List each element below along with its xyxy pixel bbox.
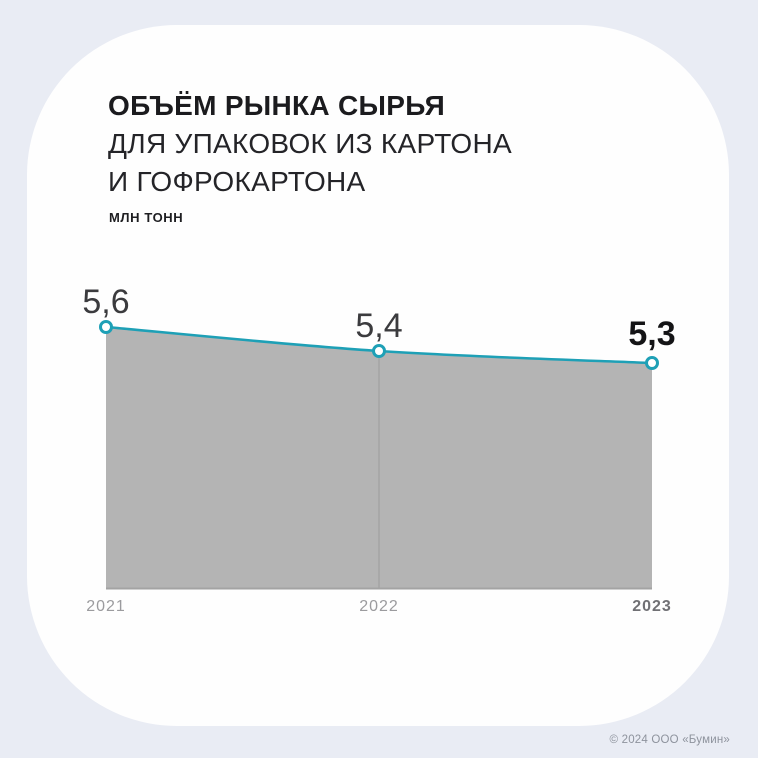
data-point-marker [99, 320, 113, 334]
copyright-notice: © 2024 ООО «Бумин» [609, 734, 730, 746]
data-point-marker [645, 356, 659, 370]
chart-title: ОБЪЁМ РЫНКА СЫРЬЯ ДЛЯ УПАКОВОК ИЗ КАРТОН… [108, 87, 512, 201]
value-label-2021: 5,6 [82, 283, 130, 321]
data-point-marker [372, 344, 386, 358]
markers [99, 320, 659, 370]
title-line-1: ОБЪЁМ РЫНКА СЫРЬЯ [108, 90, 446, 121]
area-chart-svg [99, 320, 659, 590]
infographic-card: ОБЪЁМ РЫНКА СЫРЬЯ ДЛЯ УПАКОВОК ИЗ КАРТОН… [27, 25, 729, 726]
year-label-2021: 2021 [86, 598, 126, 615]
title-line-3: И ГОФРОКАРТОНА [108, 166, 366, 197]
year-label-2023: 2023 [632, 598, 672, 615]
value-label-2022: 5,4 [355, 307, 403, 345]
title-line-2: ДЛЯ УПАКОВОК ИЗ КАРТОНА [108, 128, 512, 159]
units-label: МЛН ТОНН [109, 210, 184, 225]
year-label-2022: 2022 [359, 598, 399, 615]
value-label-2023: 5,3 [628, 315, 676, 353]
